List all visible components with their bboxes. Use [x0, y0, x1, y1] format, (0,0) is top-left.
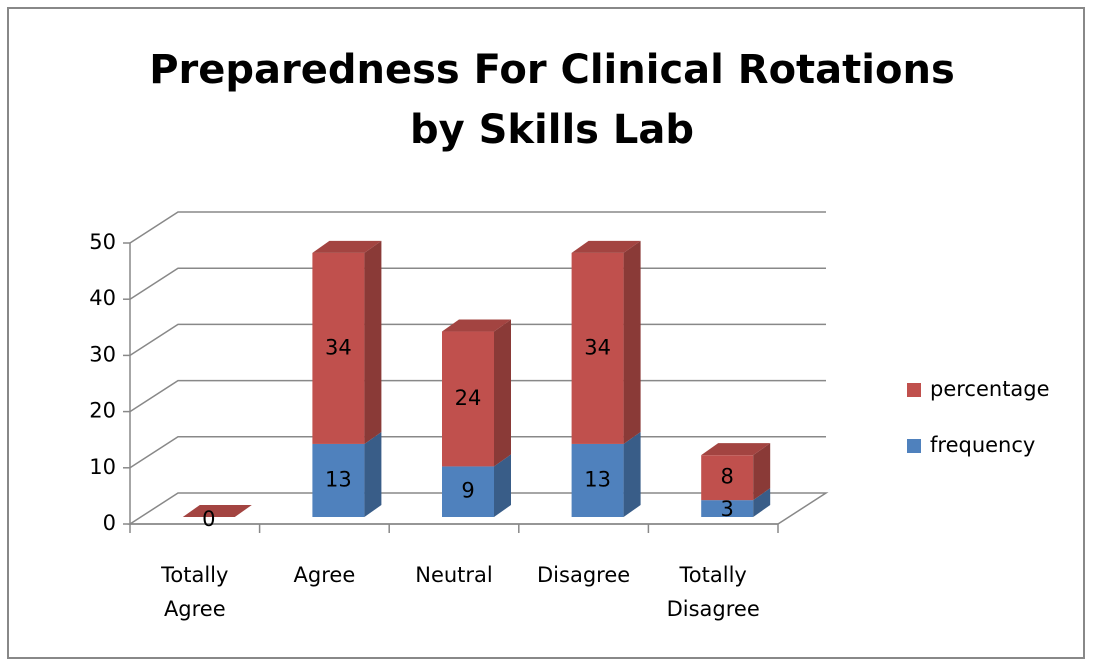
bar-segment: [571, 252, 624, 444]
bar-side: [623, 240, 641, 444]
bar-top: [442, 319, 511, 332]
bar-side: [753, 488, 771, 517]
x-tick-label: Disagree: [537, 563, 631, 587]
data-label: 8: [721, 465, 734, 489]
data-label: 24: [455, 386, 482, 410]
bar-segment: [312, 252, 365, 444]
bar-side: [494, 454, 511, 517]
bar-segment: [442, 466, 494, 517]
chart-frame: [7, 7, 1085, 659]
bar-side: [364, 240, 382, 444]
grid-line: [129, 211, 826, 244]
bar-top: [182, 505, 252, 517]
legend-label: frequency: [930, 433, 1035, 457]
bar-side: [364, 431, 382, 517]
data-label: 13: [584, 467, 611, 491]
data-label: 34: [325, 335, 352, 359]
bar-side: [623, 431, 641, 517]
legend-swatch: [907, 383, 921, 397]
x-tick-label: Totally Agree: [161, 563, 229, 621]
x-tick-label: Totally Disagree: [666, 563, 760, 621]
bar-segment: [701, 455, 754, 501]
legend-swatch: [907, 439, 921, 453]
y-tick-label: 50: [89, 230, 116, 254]
bar-segment: [442, 331, 494, 467]
y-tick-label: 0: [103, 511, 116, 535]
y-tick-label: 40: [89, 286, 116, 310]
bar-top: [701, 443, 771, 456]
y-tick-label: 30: [89, 342, 116, 366]
legend-label: percentage: [930, 377, 1050, 401]
y-tick-label: 10: [89, 455, 116, 479]
bar-top: [312, 240, 382, 253]
data-label: 13: [325, 467, 352, 491]
data-label: 9: [461, 479, 474, 503]
bar-segment: [571, 443, 624, 517]
data-label: 0: [202, 507, 215, 531]
data-label: 34: [584, 335, 611, 359]
bar-segment: [312, 443, 365, 517]
bar-side: [753, 443, 771, 501]
data-label: 3: [721, 497, 734, 521]
bar-top: [571, 240, 641, 253]
bar-segment: [701, 500, 754, 517]
y-tick-label: 20: [89, 399, 116, 423]
x-tick-label: Neutral: [415, 563, 493, 587]
bar-side: [494, 319, 511, 467]
chart-title: Preparedness For Clinical Rotations by S…: [149, 47, 955, 153]
x-tick-label: Agree: [293, 563, 356, 587]
